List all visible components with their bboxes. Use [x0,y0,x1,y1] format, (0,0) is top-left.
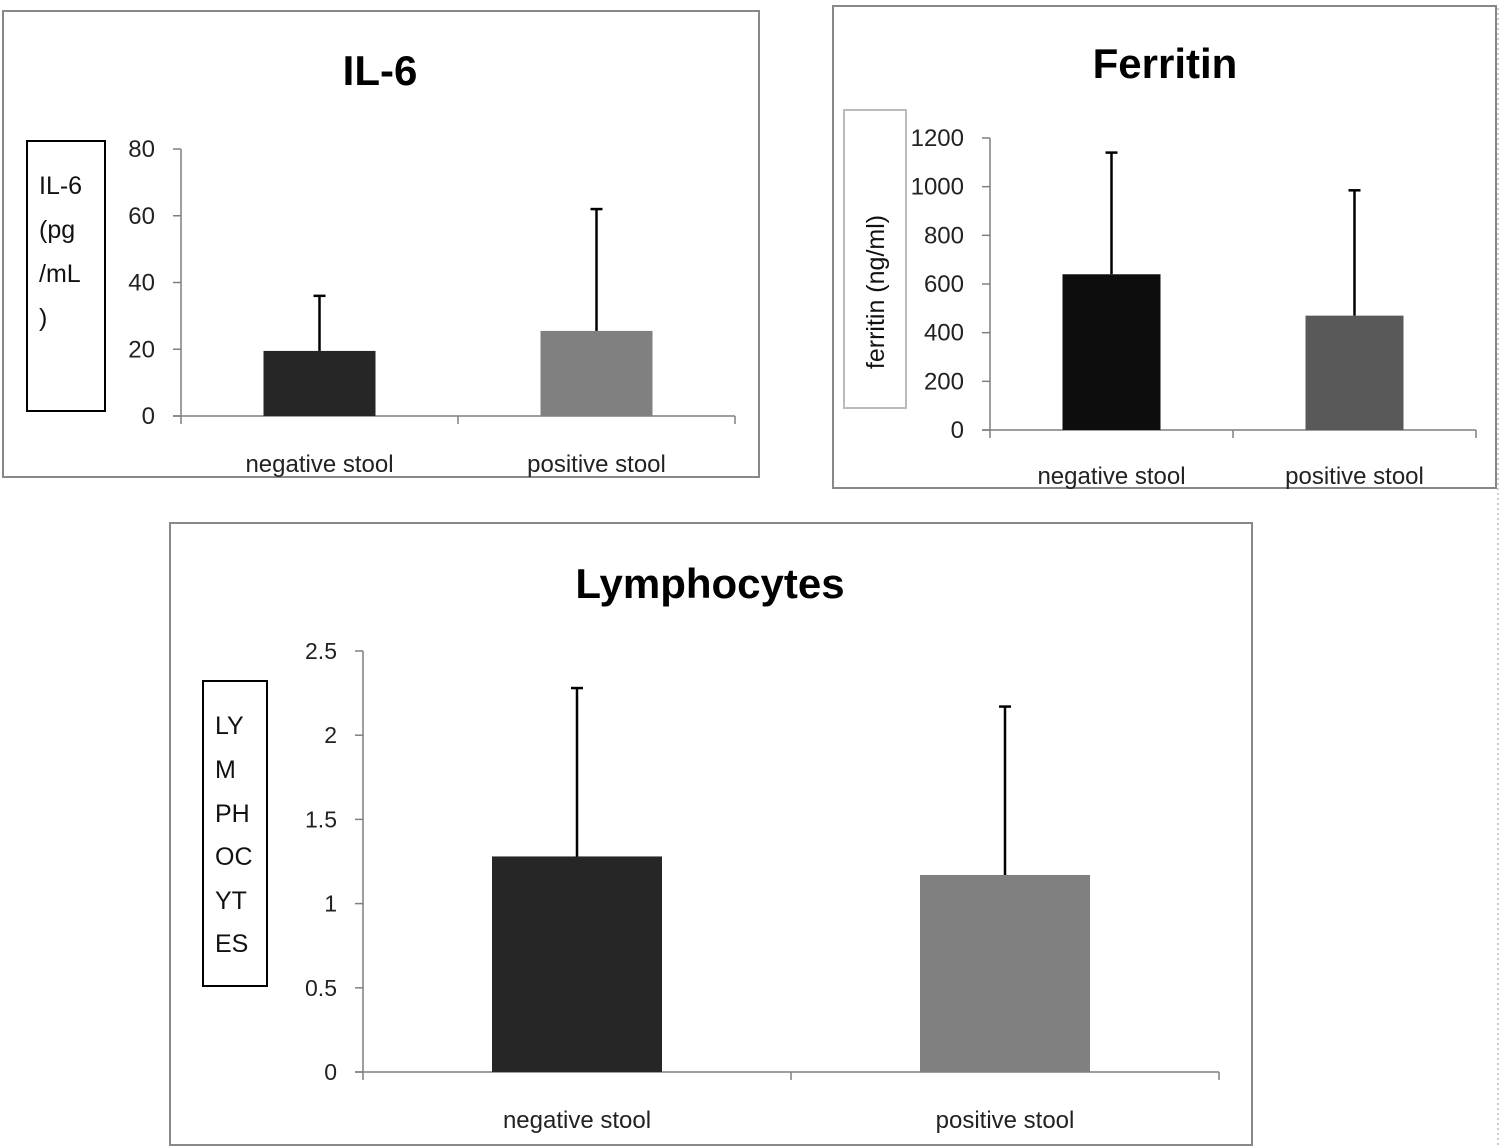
lymphocytes-y-tick-label: 1 [324,891,337,917]
ferritin-ylabel-box [843,109,907,409]
ferritin-y-tick-label: 400 [924,320,964,347]
il6-plot: 0 20 40 60 80 negative stool positive stool [128,136,736,478]
il6-y-tick-label: 40 [128,270,155,297]
lymphocytes-category-label-1: negative stool [503,1107,651,1134]
lymphocytes-y-tick-label: 2.5 [305,638,337,664]
lymphocytes-ylabel-box [202,680,268,987]
lymphocytes-ylabel-line-3: PH [215,800,250,828]
ferritin-category-label-2: positive stool [1285,463,1424,490]
il6-y-tick-label: 80 [128,136,155,163]
lymphocytes-bar-1 [492,856,662,1072]
il6-ylabel-line-4: ) [39,304,47,332]
lymphocytes-plot: 0 0.5 1 1.5 2 2.5 negative stool positive stool [305,638,1220,1134]
lymphocytes-y-tick-label: 0 [324,1059,337,1085]
lymphocytes-ylabel-line-6: ES [215,930,248,958]
ferritin-bar-1 [1062,274,1161,430]
lymphocytes-title: Lymphocytes [575,560,844,607]
ferritin-y-tick-label: 600 [924,271,964,298]
il6-ylabel-line-3: /mL [39,260,81,288]
ferritin-y-tick-label: 1000 [911,174,964,201]
ferritin-ylabel: ferritin (ng/ml) [862,215,890,369]
lymphocytes-bar-2 [920,874,1090,1072]
il6-y-tick-label: 60 [128,203,155,230]
ferritin-y-tick-label: 200 [924,368,964,395]
il6-category-label-1: negative stool [245,451,393,478]
lymphocytes-category-label-2: positive stool [936,1107,1075,1134]
il6-ylabel-line-2: (pg [39,216,75,244]
ferritin-y-tick-label: 0 [951,417,964,444]
lymphocytes-y-tick-label: 2 [324,722,337,748]
il6-bar-1 [263,350,376,416]
ferritin-category-label-1: negative stool [1037,463,1185,490]
ferritin-plot: 0 200 400 600 800 1000 1200 negative stool posit… [911,125,1477,490]
il6-y-tick-label: 0 [142,403,155,430]
ferritin-title: Ferritin [1093,40,1238,87]
lymphocytes-y-tick-label: 0.5 [305,975,337,1001]
lymphocytes-ylabel-line-2: M [215,756,236,784]
il6-y-tick-label: 20 [128,336,155,363]
lymphocytes-y-tick-label: 1.5 [305,806,337,832]
il6-ylabel-line-1: IL-6 [39,172,82,200]
ferritin-y-tick-label: 800 [924,222,964,249]
ferritin-bar-2 [1305,315,1404,430]
il6-title: IL-6 [343,47,418,94]
lymphocytes-ylabel-line-1: LY [215,712,244,740]
ferritin-y-tick-label: 1200 [911,125,964,152]
il6-category-label-2: positive stool [527,451,666,478]
il6-bar-2 [540,330,653,416]
lymphocytes-ylabel-line-4: OC [215,843,253,871]
lymphocytes-ylabel-line-5: YT [215,887,247,915]
il6-ylabel-box [26,140,106,412]
